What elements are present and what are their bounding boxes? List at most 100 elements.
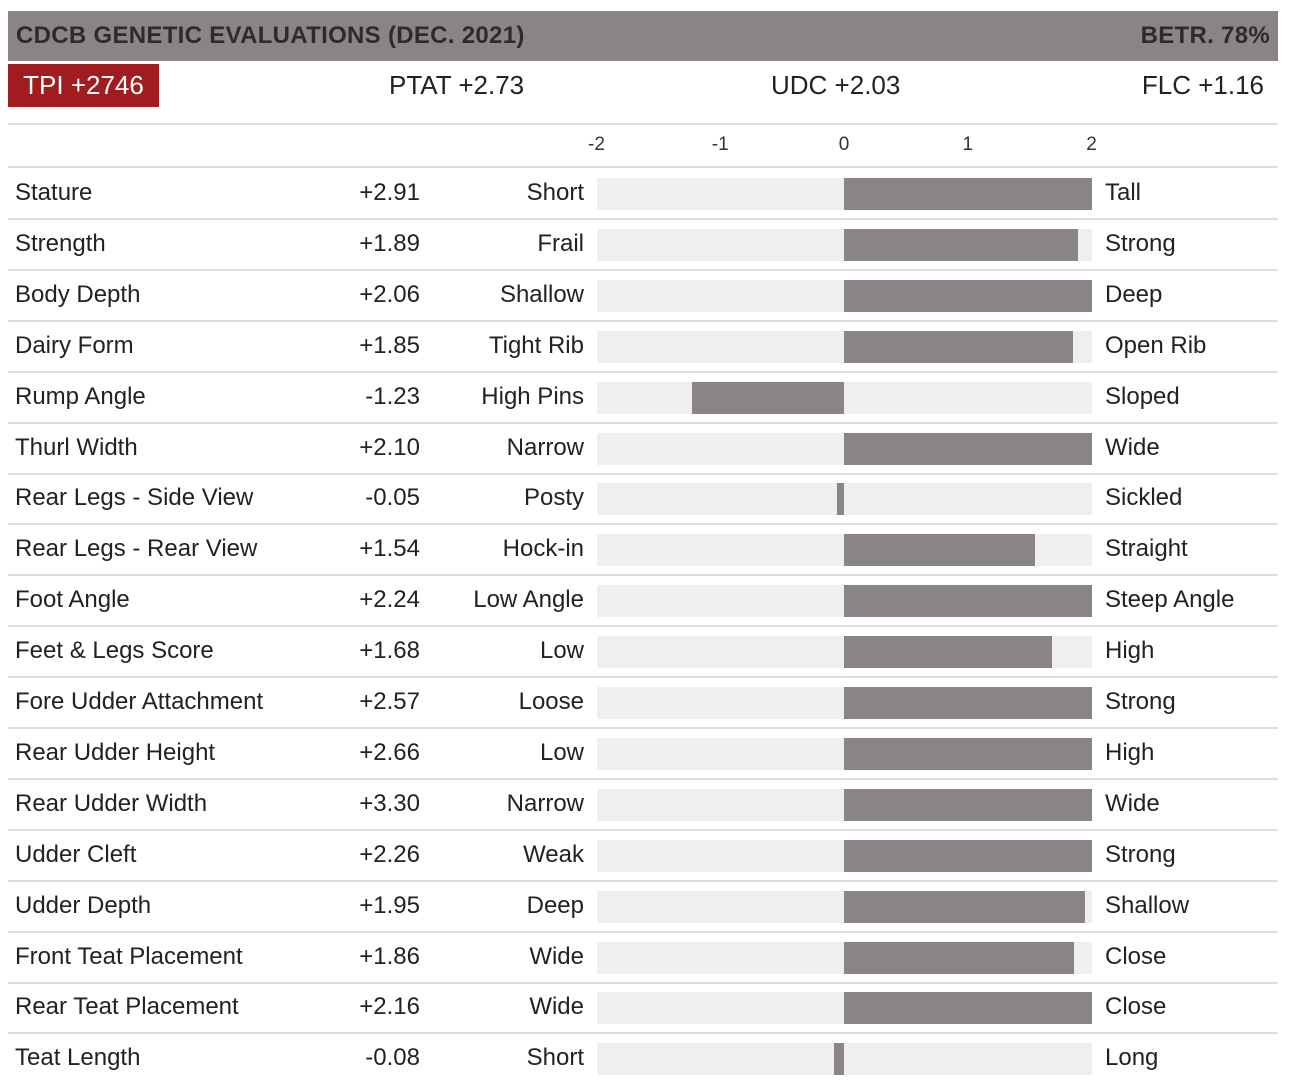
trait-name: Udder Depth [15,892,152,919]
row-divider [8,829,1278,831]
bar-track [597,992,1092,1024]
low-scale-label: Narrow [506,790,584,817]
low-scale-label: Deep [526,892,584,919]
trait-row: Rear Teat Placement +2.16 Wide Close [8,982,1278,1032]
trait-value: -0.05 [365,484,420,511]
high-scale-label: Long [1105,1044,1159,1071]
trait-value: +3.30 [359,790,420,817]
low-scale-label: High Pins [481,383,584,410]
low-scale-label: Short [526,179,584,206]
row-divider [8,574,1278,576]
trait-value: +2.91 [359,179,420,206]
high-scale-label: Close [1105,993,1167,1020]
trait-bar [844,891,1086,923]
trait-name: Foot Angle [15,586,130,613]
trait-name: Udder Cleft [15,841,137,868]
trait-bar [844,738,1092,770]
low-scale-label: Low Angle [473,586,584,613]
x-tick-label: 1 [962,134,974,155]
high-scale-label: Deep [1105,281,1163,308]
trait-value: +2.06 [359,281,420,308]
trait-value: +2.16 [359,993,420,1020]
udc-index: UDC +2.03 [771,70,901,100]
trait-row: Udder Depth +1.95 Deep Shallow [8,881,1278,931]
trait-row: Thurl Width +2.10 Narrow Wide [8,423,1278,473]
high-scale-label: Sickled [1105,484,1183,511]
trait-name: Feet & Legs Score [15,637,214,664]
x-tick-label: -1 [711,134,729,155]
row-divider [8,778,1278,780]
x-tick-label: 2 [1086,134,1097,155]
low-scale-label: Weak [523,841,584,868]
trait-row: Strength +1.89 Frail Strong [8,219,1278,269]
high-scale-label: Tall [1105,179,1142,206]
high-scale-label: High [1105,739,1155,766]
trait-name: Rear Udder Height [15,739,216,766]
bar-track [597,738,1092,770]
trait-value: +1.85 [359,332,420,359]
trait-bar [844,331,1073,363]
high-scale-label: Straight [1105,535,1188,562]
trait-name: Rear Udder Width [15,790,208,817]
trait-name: Dairy Form [15,332,134,359]
trait-row: Rear Udder Width +3.30 Narrow Wide [8,779,1278,829]
trait-name: Strength [15,230,106,257]
bar-track [597,942,1092,974]
row-divider [8,473,1278,475]
trait-name: Rear Legs - Rear View [15,535,258,562]
trait-value: +2.57 [359,688,420,715]
trait-bar [844,585,1092,617]
row-divider [8,727,1278,729]
trait-bar [844,433,1092,465]
trait-row: Front Teat Placement +1.86 Wide Close [8,932,1278,982]
low-scale-label: Posty [523,484,584,511]
trait-row: Stature +2.91 Short Tall [8,168,1278,218]
bar-track [597,178,1092,210]
trait-bar [844,280,1092,312]
trait-bar [844,687,1092,719]
trait-name: Rear Teat Placement [15,993,239,1020]
trait-bar [844,789,1092,821]
trait-row: Rear Udder Height +2.66 Low High [8,728,1278,778]
row-divider [8,269,1278,271]
bar-track [597,1043,1092,1075]
high-scale-label: Strong [1105,841,1176,868]
high-scale-label: Wide [1105,790,1160,817]
high-scale-label: Close [1105,943,1167,970]
trait-value: +2.10 [359,434,420,461]
bar-track [597,229,1092,261]
bar-track [597,585,1092,617]
trait-row: Fore Udder Attachment +2.57 Loose Strong [8,677,1278,727]
low-scale-label: Frail [537,230,584,257]
low-scale-label: Loose [518,688,584,715]
trait-value: +2.24 [359,586,420,613]
trait-row: Rear Legs - Rear View +1.54 Hock-in Straigh… [8,524,1278,574]
x-tick-label: 0 [838,134,850,155]
trait-name: Rear Legs - Side View [15,484,254,511]
trait-row: Udder Cleft +2.26 Weak Strong [8,830,1278,880]
trait-bar [844,229,1078,261]
trait-bar [844,636,1052,668]
trait-bar [844,992,1092,1024]
trait-value: -0.08 [365,1044,420,1071]
trait-row: Dairy Form +1.85 Tight Rib Open Rib [8,321,1278,371]
bar-track [597,636,1092,668]
row-divider [8,422,1278,424]
trait-value: -1.23 [365,383,420,410]
bar-track [597,891,1092,923]
trait-row: Body Depth +2.06 Shallow Deep [8,270,1278,320]
ptat-index: PTAT +2.73 [389,70,525,100]
bar-track [597,331,1092,363]
trait-bar [837,483,844,515]
row-divider [8,931,1278,933]
trait-name: Teat Length [15,1044,141,1071]
trait-row: Feet & Legs Score +1.68 Low High [8,626,1278,676]
row-divider [8,1032,1278,1034]
trait-row: Foot Angle +2.24 Low Angle Steep Angle [8,575,1278,625]
bar-track [597,483,1092,515]
row-divider [8,880,1278,882]
row-divider [8,320,1278,322]
divider [8,166,1278,168]
row-divider [8,625,1278,627]
low-scale-label: Narrow [506,434,584,461]
